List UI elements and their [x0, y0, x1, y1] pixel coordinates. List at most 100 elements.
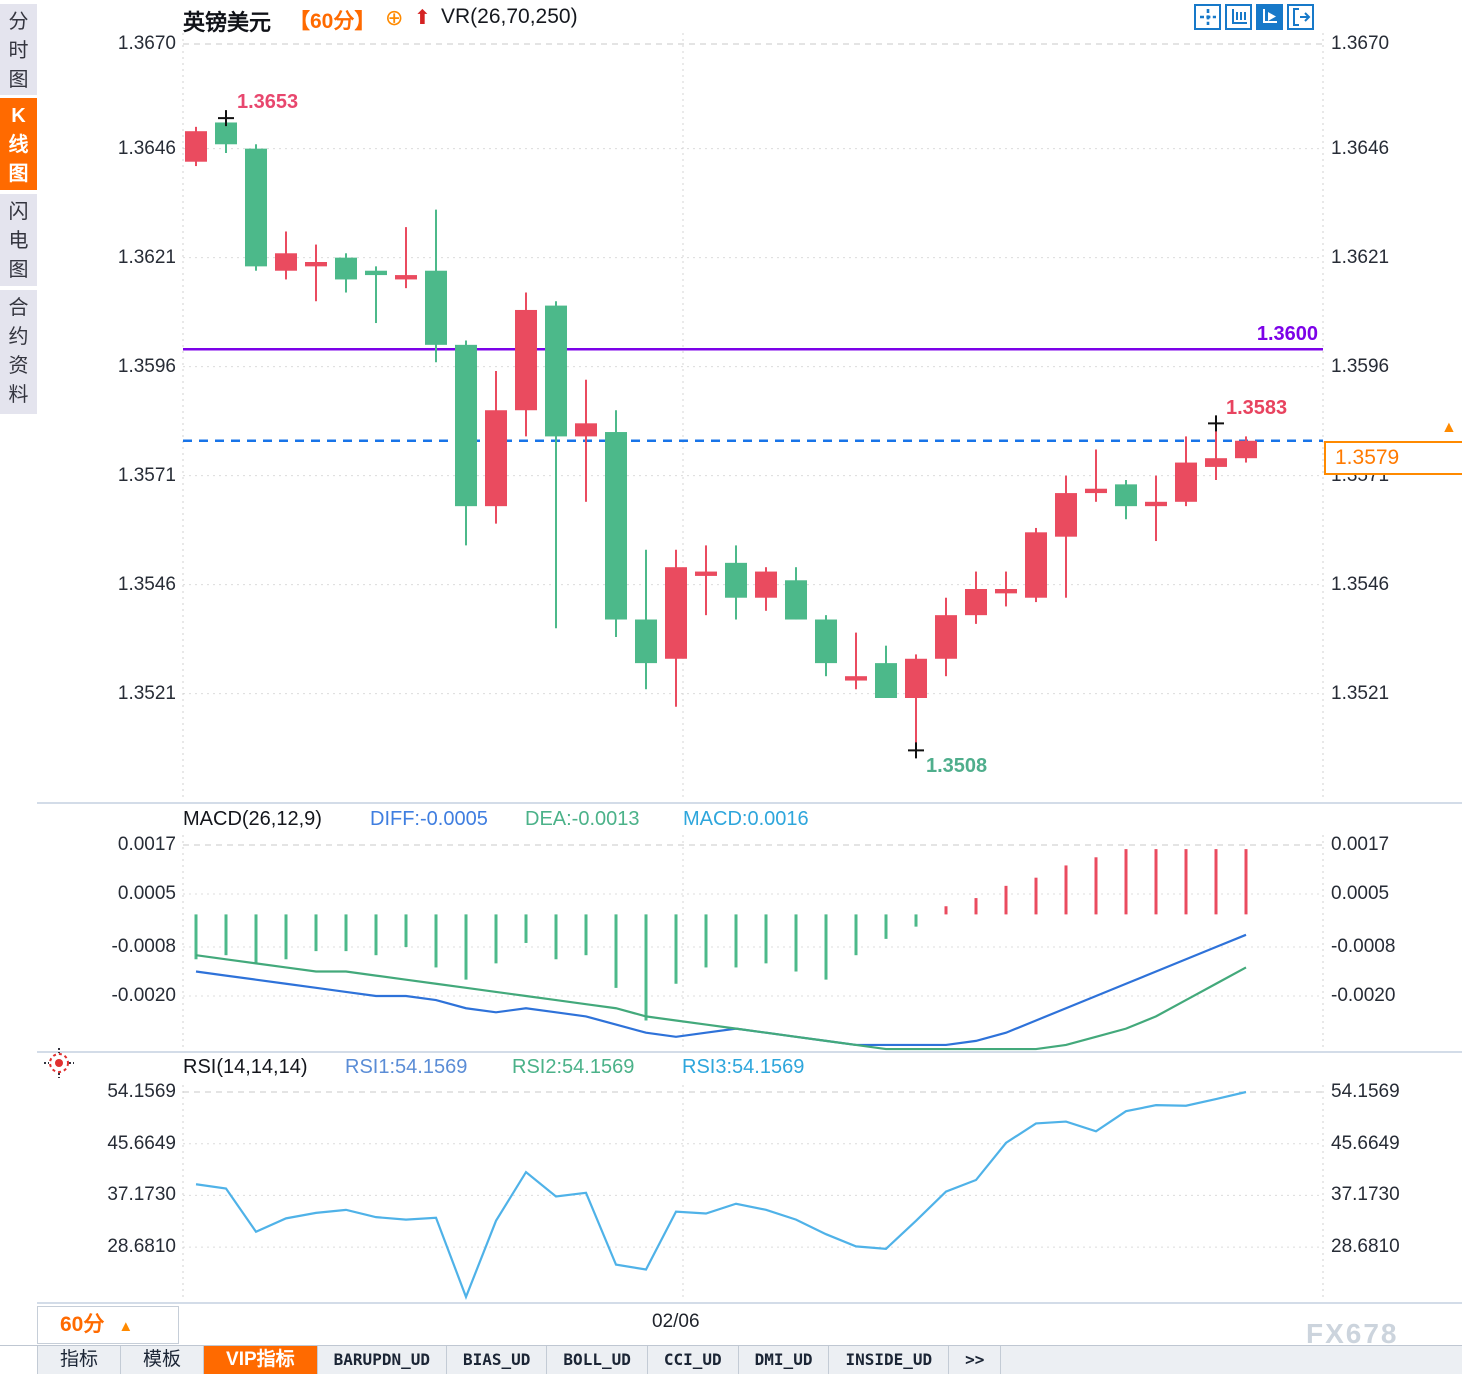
candle-body: [785, 580, 807, 620]
y-axis-label-right: 1.3596: [1331, 355, 1390, 377]
tab-INSIDE_UD[interactable]: INSIDE_UD: [829, 1346, 950, 1374]
rsi-line: [195, 1090, 1247, 1300]
y-axis-label-left: 28.6810: [107, 1236, 176, 1258]
y-axis-label-right: 1.3646: [1331, 137, 1390, 159]
current-price-tag: 1.3579: [1324, 441, 1462, 475]
up-arrow-icon: ⬆: [414, 7, 431, 29]
period-high-label: 1.3653: [237, 91, 299, 113]
period-low-label: 1.3508: [926, 755, 988, 777]
y-axis-label-right: 0.0005: [1331, 883, 1390, 904]
candle-body: [815, 619, 837, 664]
rsi2-value: RSI2:54.1569: [512, 1056, 635, 1078]
candle-body: [1025, 532, 1047, 598]
macd-value: MACD:0.0016: [683, 808, 809, 830]
candle-body: [755, 571, 777, 598]
exit-right-icon: [1293, 8, 1311, 26]
resistance-line-label: 1.3600: [1256, 323, 1318, 345]
candle-body: [305, 262, 327, 267]
period-badge[interactable]: 60分 ▲: [37, 1306, 179, 1344]
xaxis-date-label: 02/06: [652, 1311, 700, 1332]
tab-VIP指标[interactable]: VIP指标: [204, 1346, 318, 1374]
candle-body: [455, 344, 477, 507]
tab-模板[interactable]: 模板: [121, 1346, 205, 1374]
axis-play-button[interactable]: [1256, 4, 1283, 30]
y-axis-label-left: 45.6649: [107, 1132, 176, 1154]
candle-body: [725, 562, 747, 598]
candle-body: [365, 270, 387, 276]
candle-body: [1145, 501, 1167, 507]
y-axis-label-left: 0.0005: [117, 883, 176, 904]
macd-title: MACD(26,12,9): [183, 808, 322, 830]
indicator-label: VR(26,70,250): [441, 5, 578, 28]
sidebar-item-3[interactable]: 闪 电 图: [0, 194, 37, 286]
candle-body: [1055, 493, 1077, 537]
candle-body: [545, 305, 567, 437]
candle-body: [485, 410, 507, 507]
y-axis-label-left: 0.0017: [117, 834, 176, 856]
tab-CCI_UD[interactable]: CCI_UD: [648, 1346, 739, 1374]
candle-body: [515, 309, 537, 411]
indicator-settings-icon[interactable]: [42, 1046, 76, 1080]
period-label[interactable]: 【60分】: [289, 10, 376, 33]
y-axis-label-right: 28.6810: [1331, 1236, 1400, 1258]
axis-play-icon: [1263, 9, 1277, 23]
macd-diff-value: DIFF:-0.0005: [370, 808, 488, 830]
candle-body: [1175, 462, 1197, 502]
candle-body: [335, 257, 357, 280]
y-axis-label-right: 1.3521: [1331, 682, 1390, 704]
chart-toolbar: [1194, 4, 1314, 30]
candle-body: [395, 275, 417, 280]
candle-body: [995, 589, 1017, 594]
sidebar-item-1[interactable]: 分 时 图: [0, 4, 37, 95]
tab-指标[interactable]: 指标: [38, 1346, 122, 1374]
tab-BOLL_UD[interactable]: BOLL_UD: [547, 1346, 648, 1374]
exit-right-button[interactable]: [1287, 4, 1314, 30]
y-axis-label-right: 37.1730: [1331, 1184, 1400, 1206]
rsi3-value: RSI3:54.1569: [682, 1056, 805, 1078]
candle-body: [185, 131, 207, 162]
extreme-cross-marker: [908, 742, 924, 759]
candle-body: [245, 148, 267, 267]
crosshair-button[interactable]: [1194, 4, 1221, 30]
tabs-overflow-button[interactable]: >>: [949, 1346, 1002, 1374]
y-axis-label-left: 54.1569: [107, 1081, 176, 1102]
y-axis-label-right: 45.6649: [1331, 1132, 1400, 1154]
circle-plus-icon[interactable]: ⊕: [385, 5, 404, 30]
candle-body: [635, 619, 657, 664]
tab-DMI_UD[interactable]: DMI_UD: [739, 1346, 830, 1374]
candle-body: [875, 663, 897, 698]
y-axis-label-left: 1.3546: [117, 573, 176, 595]
candle-body: [935, 615, 957, 659]
y-axis-label-left: 1.3596: [117, 355, 176, 377]
y-axis-label-right: 1.3621: [1331, 246, 1390, 268]
y-axis-label-left: -0.0008: [111, 936, 176, 958]
axis-scale-icon: [1232, 9, 1247, 24]
rsi1-value: RSI1:54.1569: [345, 1056, 468, 1078]
candle-body: [1115, 484, 1137, 507]
extreme-cross-marker: [1208, 415, 1224, 432]
tab-BIAS_UD[interactable]: BIAS_UD: [447, 1346, 548, 1374]
y-axis-label-right: 1.3670: [1331, 33, 1390, 54]
sidebar-item-2[interactable]: K 线 图: [0, 98, 37, 190]
sidebar-item-4[interactable]: 合 约 资 料: [0, 290, 37, 414]
macd-dea-line: [195, 954, 1247, 1051]
tab-BARUPDN_UD[interactable]: BARUPDN_UD: [318, 1346, 447, 1374]
candle-body: [1205, 458, 1227, 467]
axis-scale-button[interactable]: [1225, 4, 1252, 30]
watermark: FX678: [1306, 1318, 1399, 1349]
y-axis-label-left: 1.3621: [117, 246, 176, 268]
y-axis-label-right: 54.1569: [1331, 1081, 1400, 1102]
candle-body: [695, 571, 717, 576]
symbol-title: 英镑美元: [183, 10, 272, 35]
period-badge-label: 60分: [60, 1313, 105, 1336]
candle-body: [275, 253, 297, 271]
y-axis-label-left: 37.1730: [107, 1184, 176, 1206]
indicator-tab-bar: 指标 模板 VIP指标 BARUPDN_UD BIAS_UD BOLL_UD CCI_UD D…: [0, 1345, 1462, 1374]
candle-body: [215, 122, 237, 145]
y-axis-label-right: -0.0020: [1331, 985, 1396, 1006]
y-axis-label-left: 1.3646: [117, 137, 176, 159]
crosshair-icon: [1200, 9, 1216, 25]
